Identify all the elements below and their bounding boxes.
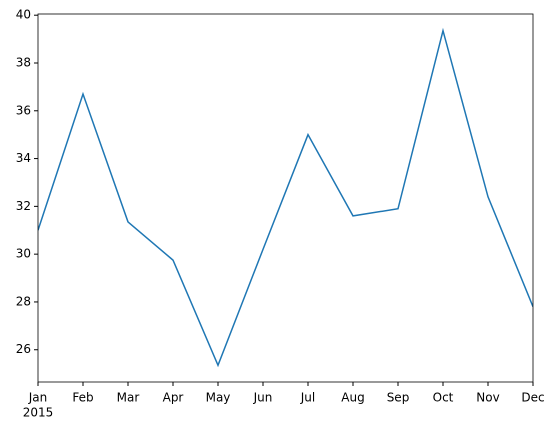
x-tick-label: Feb xyxy=(72,391,93,405)
x-tick-label: Jan xyxy=(28,391,48,405)
x-tick-label: Nov xyxy=(476,391,499,405)
x-tick-label: Oct xyxy=(433,391,454,405)
x-tick-label: Aug xyxy=(341,391,364,405)
y-tick-label: 34 xyxy=(16,151,31,165)
x-tick-label: Sep xyxy=(387,391,410,405)
y-tick-label: 36 xyxy=(16,103,31,117)
y-tick-label: 28 xyxy=(16,294,31,308)
y-tick-label: 32 xyxy=(16,199,31,213)
data-line xyxy=(38,27,533,368)
y-tick-label: 38 xyxy=(16,55,31,69)
plot-frame xyxy=(37,13,534,383)
x-tick-label: Jul xyxy=(300,391,315,405)
x-tick-label: May xyxy=(206,391,231,405)
y-tick-label: 30 xyxy=(16,247,31,261)
x-tick-label: Dec xyxy=(521,391,544,405)
y-tick-label: 40 xyxy=(16,8,31,22)
x-tick-label: Jun xyxy=(253,391,273,405)
x-year-label: 2015 xyxy=(23,406,54,420)
x-tick-label: Mar xyxy=(117,391,140,405)
x-tick-label: Apr xyxy=(163,391,184,405)
y-tick-label: 26 xyxy=(16,342,31,356)
